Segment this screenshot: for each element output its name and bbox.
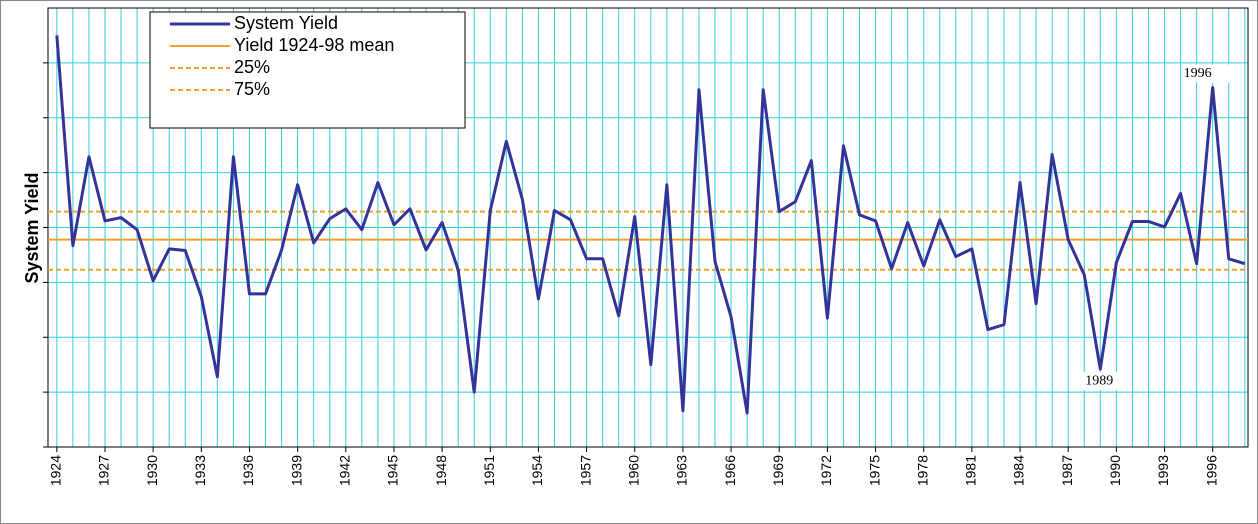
x-tick-label: 1933 [192,455,208,486]
x-tick-label: 1939 [288,455,304,486]
x-tick-label: 1954 [529,455,545,486]
x-tick-label: 1996 [1203,455,1219,486]
x-tick-label: 1945 [385,455,401,486]
x-tick-label: 1981 [963,455,979,486]
x-tick-label: 1924 [48,455,64,486]
x-tick-label: 1942 [336,455,352,486]
x-tick-label: 1993 [1155,455,1171,486]
x-tick-label: 1972 [818,455,834,486]
x-tick-label: 1927 [96,455,112,486]
annotation: 1996 [1184,66,1212,81]
legend-label: 25% [234,57,270,77]
x-tick-label: 1978 [914,455,930,486]
data-line [55,35,1246,415]
x-tick-label: 1984 [1011,455,1027,486]
x-tick-label: 1936 [240,455,256,486]
legend-label: System Yield [234,13,338,33]
legend-label: Yield 1924-98 mean [234,35,394,55]
x-tick-label: 1930 [144,455,160,486]
x-tick-label: 1990 [1107,455,1123,486]
x-tick-label: 1963 [674,455,690,486]
legend-label: 75% [234,79,270,99]
x-tick-label: 1948 [433,455,449,486]
x-tick-label: 1966 [722,455,738,486]
annotation-bg [1188,64,1237,83]
legend-box [149,11,466,129]
x-tick-label: 1987 [1059,455,1075,486]
x-tick-label: 1960 [625,455,641,486]
annotation-bg [1076,372,1125,391]
plot-border [47,7,1249,448]
y-axis-title: System Yield [22,172,42,283]
x-tick-label: 1975 [866,455,882,486]
x-tick-label: 1969 [770,455,786,486]
x-tick-label: 1951 [481,455,497,486]
x-tick-label: 1957 [577,455,593,486]
annotation: 1989 [1085,373,1113,388]
